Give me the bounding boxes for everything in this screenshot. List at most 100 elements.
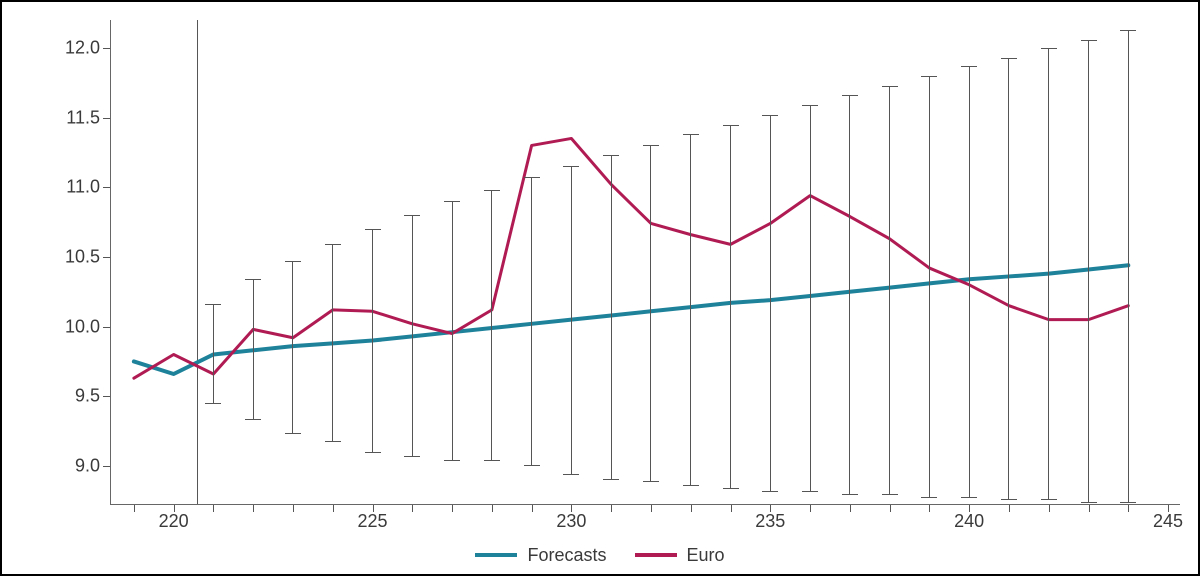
x-tick	[611, 505, 612, 512]
errorbar-cap	[1001, 58, 1017, 59]
x-tick	[532, 505, 533, 512]
errorbar-cap	[484, 460, 500, 461]
errorbar-cap	[444, 460, 460, 461]
errorbar-cap	[603, 155, 619, 156]
x-tick-label: 240	[954, 511, 984, 532]
errorbar-cap	[245, 419, 261, 420]
errorbar-stem	[730, 125, 731, 489]
errorbar-stem	[452, 201, 453, 460]
y-tick-label: 9.5	[75, 386, 100, 407]
errorbar-stem	[849, 95, 850, 494]
x-tick-label: 220	[159, 511, 189, 532]
errorbar-cap	[1001, 499, 1017, 500]
legend-item-euro: Euro	[635, 545, 725, 566]
errorbar-cap	[524, 465, 540, 466]
errorbar-cap	[762, 115, 778, 116]
errorbar-stem	[889, 86, 890, 494]
errorbar-cap	[1041, 48, 1057, 49]
series-forecasts	[134, 265, 1128, 374]
y-tick-label: 9.0	[75, 455, 100, 476]
series-euro	[134, 138, 1128, 378]
x-tick	[213, 505, 214, 512]
errorbar-cap	[643, 481, 659, 482]
x-tick	[492, 505, 493, 512]
errorbar-cap	[1081, 502, 1097, 503]
y-tick	[103, 118, 110, 119]
x-tick-label: 245	[1153, 511, 1183, 532]
x-tick	[412, 505, 413, 512]
errorbar-stem	[1088, 40, 1089, 503]
errorbar-stem	[491, 190, 492, 460]
y-tick-label: 12.0	[65, 37, 100, 58]
x-tick	[731, 505, 732, 512]
errorbar-cap	[723, 488, 739, 489]
errorbar-cap	[603, 479, 619, 480]
errorbar-cap	[961, 497, 977, 498]
legend: Forecasts Euro	[2, 544, 1198, 566]
errorbar-cap	[563, 166, 579, 167]
legend-label: Forecasts	[527, 545, 606, 566]
errorbar-stem	[1008, 58, 1009, 500]
x-tick	[333, 505, 334, 512]
errorbar-cap	[723, 125, 739, 126]
y-tick-label: 10.0	[65, 316, 100, 337]
errorbar-cap	[921, 497, 937, 498]
errorbar-cap	[683, 134, 699, 135]
x-axis	[110, 504, 1180, 505]
errorbar-cap	[325, 244, 341, 245]
errorbar-cap	[882, 86, 898, 87]
x-tick	[452, 505, 453, 512]
x-tick-label: 225	[357, 511, 387, 532]
errorbar-cap	[921, 76, 937, 77]
chart-svg	[110, 20, 1180, 505]
y-axis	[110, 20, 111, 505]
errorbar-cap	[285, 433, 301, 434]
chart-frame: 9.09.510.010.511.011.512.022022523023524…	[0, 0, 1200, 576]
errorbar-stem	[372, 229, 373, 452]
errorbar-cap	[404, 456, 420, 457]
x-tick-label: 230	[556, 511, 586, 532]
x-tick	[1089, 505, 1090, 512]
x-tick	[651, 505, 652, 512]
errorbar-stem	[611, 155, 612, 478]
errorbar-stem	[571, 166, 572, 474]
errorbar-cap	[444, 201, 460, 202]
y-tick-label: 10.5	[65, 246, 100, 267]
x-tick	[253, 505, 254, 512]
x-tick	[134, 505, 135, 512]
errorbar-stem	[650, 145, 651, 481]
errorbar-stem	[969, 66, 970, 497]
errorbar-stem	[810, 105, 811, 491]
errorbar-stem	[213, 304, 214, 403]
y-tick	[103, 257, 110, 258]
y-tick	[103, 48, 110, 49]
errorbar-stem	[531, 177, 532, 464]
errorbar-cap	[802, 491, 818, 492]
errorbar-cap	[762, 491, 778, 492]
legend-swatch	[475, 553, 517, 557]
errorbar-cap	[1120, 502, 1136, 503]
errorbar-cap	[205, 304, 221, 305]
errorbar-cap	[842, 494, 858, 495]
y-tick	[103, 327, 110, 328]
errorbar-cap	[484, 190, 500, 191]
errorbar-cap	[404, 215, 420, 216]
x-tick	[1049, 505, 1050, 512]
x-tick	[850, 505, 851, 512]
x-tick-label: 235	[755, 511, 785, 532]
errorbar-stem	[1128, 30, 1129, 502]
errorbar-cap	[961, 66, 977, 67]
plot-area: 9.09.510.010.511.011.512.022022523023524…	[110, 20, 1180, 505]
errorbar-stem	[412, 215, 413, 456]
errorbar-cap	[325, 441, 341, 442]
errorbar-cap	[245, 279, 261, 280]
x-tick	[691, 505, 692, 512]
errorbar-cap	[563, 474, 579, 475]
legend-label: Euro	[687, 545, 725, 566]
errorbar-cap	[1041, 499, 1057, 500]
errorbar-cap	[365, 452, 381, 453]
y-tick	[103, 396, 110, 397]
errorbar-cap	[1081, 40, 1097, 41]
y-tick-label: 11.0	[66, 177, 100, 198]
legend-swatch	[635, 553, 677, 557]
